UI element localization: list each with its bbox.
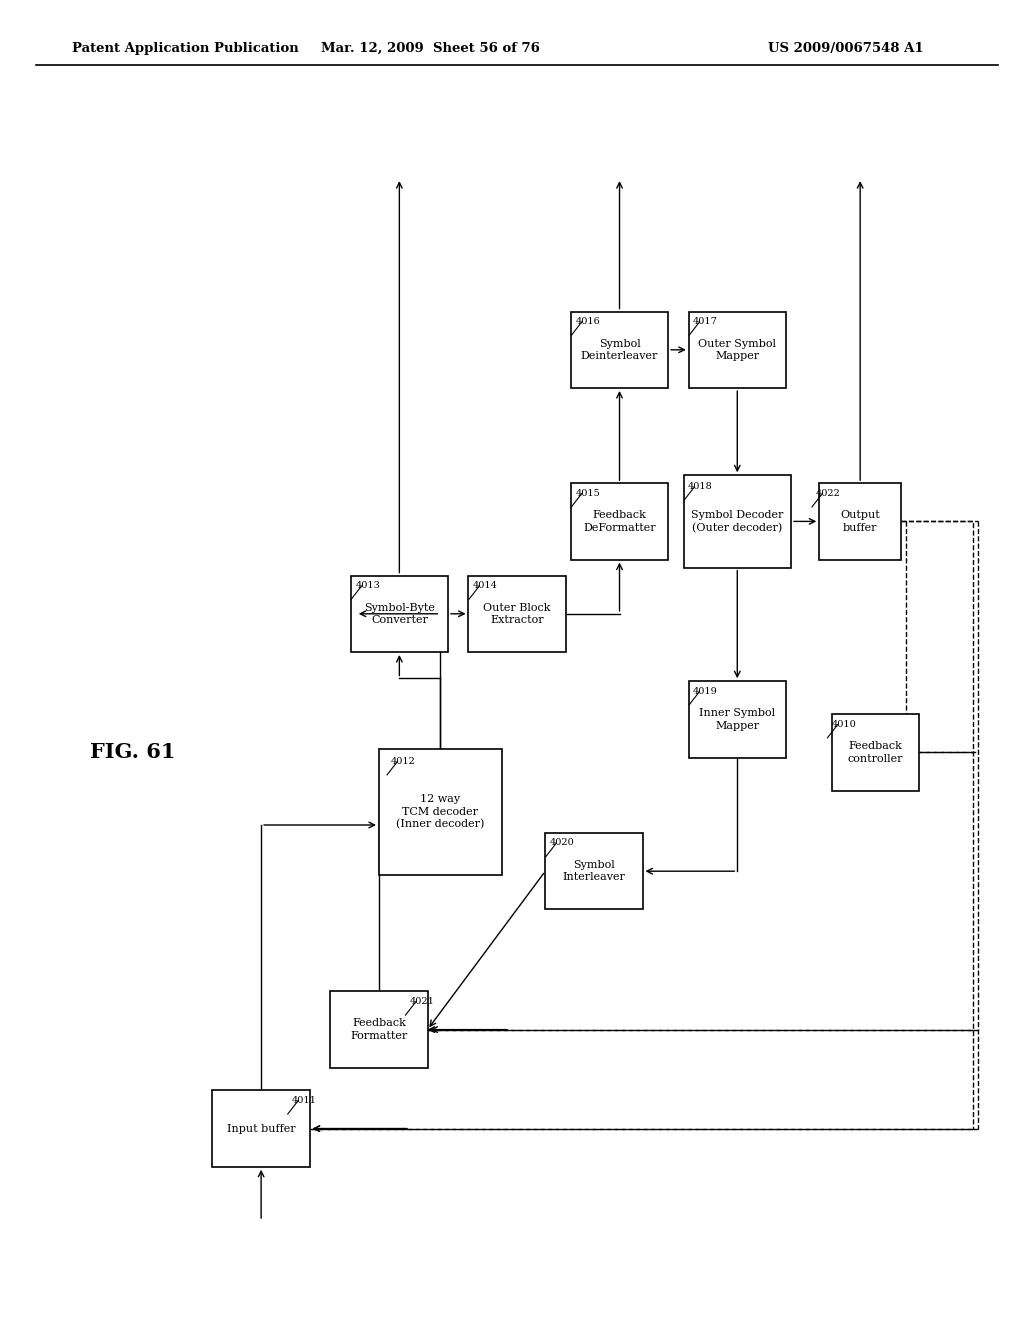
Text: Output
buffer: Output buffer bbox=[841, 511, 880, 532]
Text: 4012: 4012 bbox=[391, 756, 416, 766]
Text: 4015: 4015 bbox=[575, 488, 600, 498]
Text: Symbol
Deinterleaver: Symbol Deinterleaver bbox=[581, 339, 658, 360]
Bar bbox=[330, 991, 428, 1068]
Bar bbox=[571, 483, 668, 560]
Text: 12 way
TCM decoder
(Inner decoder): 12 way TCM decoder (Inner decoder) bbox=[396, 795, 484, 829]
Text: 4022: 4022 bbox=[816, 488, 841, 498]
Bar bbox=[213, 1090, 309, 1167]
Text: Symbol-Byte
Converter: Symbol-Byte Converter bbox=[364, 603, 435, 624]
Text: Patent Application Publication: Patent Application Publication bbox=[72, 42, 298, 54]
Text: Mar. 12, 2009  Sheet 56 of 76: Mar. 12, 2009 Sheet 56 of 76 bbox=[321, 42, 540, 54]
Text: FIG. 61: FIG. 61 bbox=[90, 742, 176, 763]
Bar bbox=[379, 750, 502, 874]
Text: Symbol
Interleaver: Symbol Interleaver bbox=[562, 861, 626, 882]
Text: 4018: 4018 bbox=[688, 482, 713, 491]
Bar bbox=[688, 312, 786, 388]
Text: Feedback
Formatter: Feedback Formatter bbox=[350, 1019, 408, 1040]
Text: 4016: 4016 bbox=[575, 317, 600, 326]
Text: Outer Block
Extractor: Outer Block Extractor bbox=[483, 603, 551, 624]
Text: 4011: 4011 bbox=[292, 1096, 316, 1105]
Text: 4017: 4017 bbox=[693, 317, 718, 326]
Bar bbox=[571, 312, 668, 388]
Text: 4019: 4019 bbox=[693, 686, 718, 696]
Text: 4014: 4014 bbox=[473, 581, 498, 590]
Bar bbox=[545, 833, 643, 909]
Bar bbox=[831, 714, 920, 791]
Text: Feedback
DeFormatter: Feedback DeFormatter bbox=[584, 511, 655, 532]
Text: 4013: 4013 bbox=[355, 581, 380, 590]
Text: Inner Symbol
Mapper: Inner Symbol Mapper bbox=[699, 709, 775, 730]
Text: 4020: 4020 bbox=[550, 838, 574, 847]
Bar bbox=[684, 475, 791, 568]
Text: US 2009/0067548 A1: US 2009/0067548 A1 bbox=[768, 42, 924, 54]
Text: Feedback
controller: Feedback controller bbox=[848, 742, 903, 763]
Bar bbox=[350, 576, 449, 652]
Text: Outer Symbol
Mapper: Outer Symbol Mapper bbox=[698, 339, 776, 360]
Text: 4010: 4010 bbox=[831, 719, 856, 729]
Bar bbox=[688, 681, 786, 758]
Bar bbox=[819, 483, 901, 560]
Text: Input buffer: Input buffer bbox=[226, 1123, 296, 1134]
Text: 4021: 4021 bbox=[410, 997, 434, 1006]
Bar bbox=[469, 576, 565, 652]
Text: Symbol Decoder
(Outer decoder): Symbol Decoder (Outer decoder) bbox=[691, 510, 783, 533]
